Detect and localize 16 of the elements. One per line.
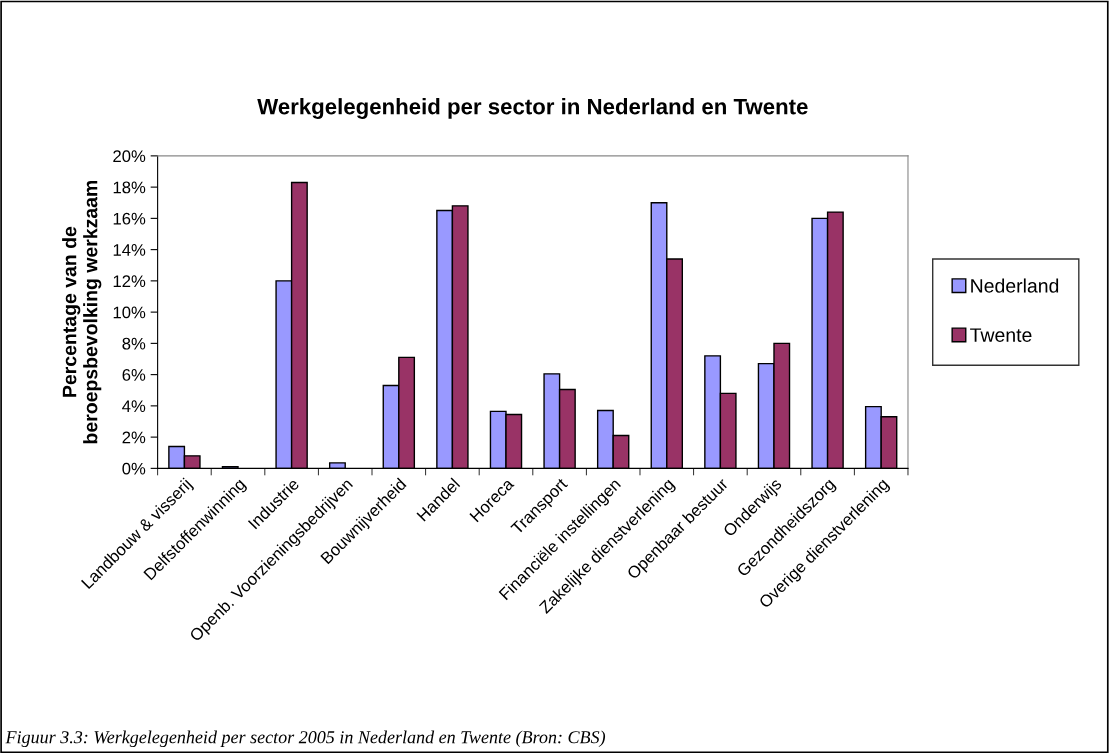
chart-title: Werkgelegenheid per sector in Nederland en Twente <box>257 98 808 119</box>
legend-label: Nederland <box>971 278 1059 293</box>
y-axis-title: Percentage van de beroepsbevolking werkzaam <box>62 180 102 444</box>
y-tick-label: 2% <box>122 431 146 444</box>
y-tick-label: 20% <box>113 150 146 163</box>
y-tick-label: 4% <box>122 400 146 413</box>
legend-label: Twente <box>970 328 1032 342</box>
y-tick-label: 6% <box>122 369 146 381</box>
y-tick-label: 0% <box>122 462 146 475</box>
y-tick-label: 12% <box>113 275 146 288</box>
y-tick-label: 16% <box>113 212 146 225</box>
y-tick-label: 18% <box>113 181 146 194</box>
y-tick-label: 14% <box>113 244 146 256</box>
text: Figuur 3.3: Werkgelegenheid per sector 2005 in Nederland en Twente (Bron: CBS) <box>5 730 606 747</box>
y-tick-label: 10% <box>113 306 146 319</box>
y-tick-label: 8% <box>122 337 146 350</box>
